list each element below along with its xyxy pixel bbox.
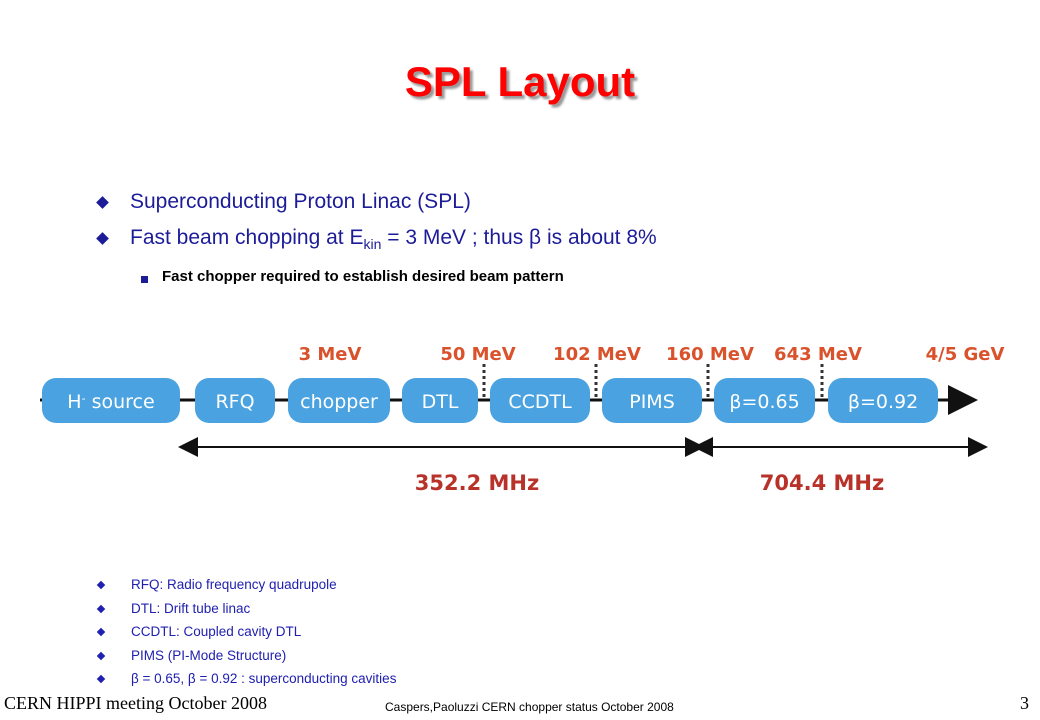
energy-label: 160 MeV bbox=[666, 344, 754, 365]
energy-label: 50 MeV bbox=[440, 344, 515, 365]
stage-box bbox=[288, 378, 390, 423]
glossary-item: RFQ: Radio frequency quadrupole bbox=[131, 577, 337, 592]
stage-box bbox=[195, 378, 275, 423]
stage-label: RFQ bbox=[215, 391, 254, 413]
energy-labels: 3 MeV 50 MeV 102 MeV 160 MeV 643 MeV 4/5 GeV bbox=[299, 344, 1005, 365]
stage-box bbox=[490, 378, 590, 423]
glossary-icon bbox=[96, 580, 106, 590]
stage-box bbox=[602, 378, 702, 423]
stage-label-part: H bbox=[67, 391, 81, 413]
bullet-text: Fast beam chopping at E bbox=[130, 226, 364, 249]
stage-box bbox=[828, 378, 938, 423]
frequency: 352.2 MHz bbox=[415, 471, 539, 495]
bullet-icon bbox=[96, 196, 109, 209]
energy-label: 4/5 GeV bbox=[926, 344, 1005, 365]
stage-box bbox=[402, 378, 478, 423]
stage-label: β=0.65 bbox=[729, 391, 799, 413]
stage-label-part: source bbox=[86, 391, 155, 413]
glossary-icon bbox=[96, 627, 106, 637]
glossary-item: β = 0.65, β = 0.92 : superconducting cav… bbox=[131, 671, 397, 686]
stage-label: CCDTL bbox=[508, 391, 572, 413]
stage-label-part: - bbox=[82, 392, 86, 405]
stage-label: H- source bbox=[67, 391, 154, 413]
glossary-icon bbox=[96, 604, 106, 613]
bullet: Fast beam chopping at Ekin = 3 MeV ; thu… bbox=[130, 226, 657, 252]
footer-left: CERN HIPPI meeting October 2008 bbox=[4, 693, 267, 713]
energy-label: 3 MeV bbox=[299, 344, 362, 365]
bullet-text: = 3 MeV ; thus β is about 8% bbox=[381, 226, 657, 249]
glossary-item: PIMS (PI-Mode Structure) bbox=[131, 647, 287, 663]
stage-label: β=0.92 bbox=[848, 391, 918, 413]
energy-label: 102 MeV bbox=[553, 344, 641, 365]
glossary-item: DTL: Drift tube linac bbox=[131, 600, 251, 616]
stage-boxes: H- source RFQ chopper DTL CCDTL PIMS β=0.65 β=0… bbox=[42, 378, 938, 423]
energy-label: 643 MeV bbox=[774, 344, 862, 365]
footer-center: Caspers,Paoluzzi CERN chopper status Oct… bbox=[385, 700, 674, 714]
glossary-icon bbox=[96, 674, 106, 684]
frequency: 704.4 MHz bbox=[760, 471, 884, 495]
stage-box bbox=[714, 378, 815, 423]
stage-box bbox=[42, 378, 180, 423]
stage-label: chopper bbox=[300, 391, 378, 413]
glossary-icon bbox=[96, 651, 106, 660]
stage-label: DTL bbox=[422, 391, 459, 413]
bullet: Superconducting Proton Linac (SPL) bbox=[130, 190, 471, 213]
slide-title: SPL Layout bbox=[404, 58, 636, 105]
stage-label: PIMS bbox=[629, 391, 675, 413]
sub-bullet: Fast chopper required to establish desir… bbox=[162, 268, 564, 285]
glossary-item: CCDTL: Coupled cavity DTL bbox=[131, 624, 302, 639]
page-number: 3 bbox=[1020, 693, 1029, 713]
bullet-icon bbox=[96, 232, 109, 245]
sub-bullet-icon bbox=[141, 276, 148, 283]
subscript: kin bbox=[363, 236, 382, 253]
spl-diagram: H- source RFQ chopper DTL CCDTL PIMS β=0.65 β=0… bbox=[40, 344, 1005, 495]
